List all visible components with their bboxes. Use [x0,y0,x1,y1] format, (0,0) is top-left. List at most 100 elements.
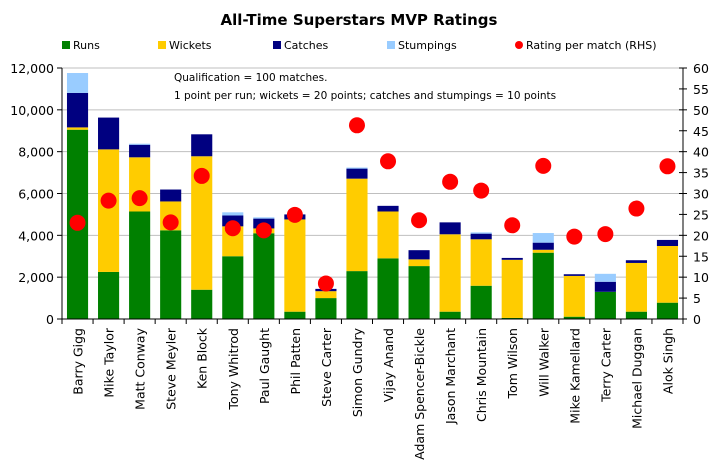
rating-point [317,275,334,292]
legend-label: Rating per match (RHS) [526,39,657,52]
x-axis-category-label: Terry Carter [598,327,613,403]
bar-wickets [408,259,430,267]
bar-runs [563,316,585,319]
bar-catches [470,233,492,240]
x-axis-category-label: Simon Gundry [350,327,365,417]
bar-stumpings [129,143,151,145]
bar-runs [191,289,213,319]
left-axis-tick-label: 12,000 [10,61,54,76]
legend-swatch [62,41,70,49]
rating-markers [69,117,676,292]
bar-stumpings [222,212,244,216]
bar-runs [222,256,244,319]
rating-point [380,153,397,170]
legend-swatch [387,41,395,49]
legend-label: Stumpings [398,39,457,52]
x-axis-category-label: Phil Patten [288,328,303,394]
bar-wickets [532,249,554,253]
legend-item-runs: Runs [62,39,100,52]
bar-wickets [625,262,647,312]
rating-point [162,214,179,231]
left-axis-tick-label: 2,000 [18,270,54,285]
rating-point [131,190,148,207]
bar-catches [656,239,679,247]
bar-runs [346,271,368,319]
bar-catches [501,257,523,260]
bar-runs [594,291,616,319]
bars [66,73,679,319]
bar-runs [253,233,275,319]
axes: 0 2,000 4,000 6,000 8,000 10,000 12,000 0 5 10 15 2… [10,61,709,460]
bar-wickets [346,178,368,272]
x-axis-category-label: Jason Marchant [443,328,458,425]
chart-title: All-Time Superstars MVP Ratings [221,11,498,29]
bar-catches [129,144,151,158]
x-axis-category-label: Paul Gaught [257,328,272,404]
bar-runs [160,230,182,319]
bar-runs [284,311,306,319]
rating-point [628,200,645,217]
bar-catches [408,250,430,260]
bar-catches [160,189,182,202]
bar-stumpings [253,217,275,219]
rating-point [411,212,428,229]
right-axis-tick-label: 60 [693,61,709,76]
annotation: Qualification = 100 matches. 1 point per… [174,72,556,102]
x-axis-category-label: Mike Kamellard [567,328,582,424]
right-axis-tick-label: 20 [693,228,709,243]
legend-swatch [273,41,281,49]
bar-wickets [191,156,213,290]
legend-item-stumpings: Stumpings [387,39,457,52]
bar-wickets [284,219,306,312]
bar-catches [532,242,554,250]
rating-point [566,228,583,245]
legend-label: Runs [73,39,100,52]
right-axis-tick-label: 0 [693,312,701,327]
rating-point [659,158,676,175]
right-axis-tick-label: 40 [693,145,709,160]
bar-wickets [315,291,337,299]
bar-stumpings [470,232,492,234]
x-axis-category-label: Will Walker [536,327,551,397]
rating-point [255,222,272,239]
rating-point [286,206,303,223]
bar-wickets [98,149,120,272]
rating-point [473,182,490,199]
x-axis-category-label: Mike Taylor [102,327,117,397]
left-axis-tick-label: 6,000 [18,187,54,202]
annotation-line-2: 1 point per run; wickets = 20 points; ca… [174,90,556,102]
legend-item-wickets: Wickets [158,39,212,52]
bar-runs [408,266,430,319]
bar-catches [66,92,89,128]
rating-point [535,157,552,174]
rating-point [597,226,614,243]
left-axis-tick-label: 4,000 [18,228,54,243]
x-axis-category-label: Chris Mountain [474,328,489,422]
legend-label: Wickets [169,39,212,52]
legend-swatch [515,41,523,49]
rating-point [224,220,241,237]
bar-wickets [656,246,679,303]
bar-catches [594,281,616,292]
left-axis-tick-label: 0 [46,312,54,327]
bar-wickets [501,259,523,318]
bar-catches [625,260,647,263]
right-axis-tick-label: 5 [693,291,701,306]
bar-catches [377,205,399,212]
rating-point [100,192,117,209]
left-axis-tick-label: 8,000 [18,145,54,160]
right-axis-tick-label: 55 [693,82,709,97]
bar-stumpings [66,73,89,93]
bar-runs [98,271,120,319]
x-axis-category-label: Steve Carter [319,327,334,407]
bar-runs [377,258,399,319]
bar-runs [501,317,523,319]
x-axis-category-label: Matt Conway [133,327,148,409]
legend: Runs Wickets Catches Stumpings Rating per ma… [62,39,657,52]
x-axis-category-label: Tom Wilson [505,328,520,399]
bar-wickets [439,234,461,312]
bar-runs [625,311,647,319]
bar-stumpings [594,273,616,282]
x-axis-category-label: Steve Meyler [164,327,179,410]
